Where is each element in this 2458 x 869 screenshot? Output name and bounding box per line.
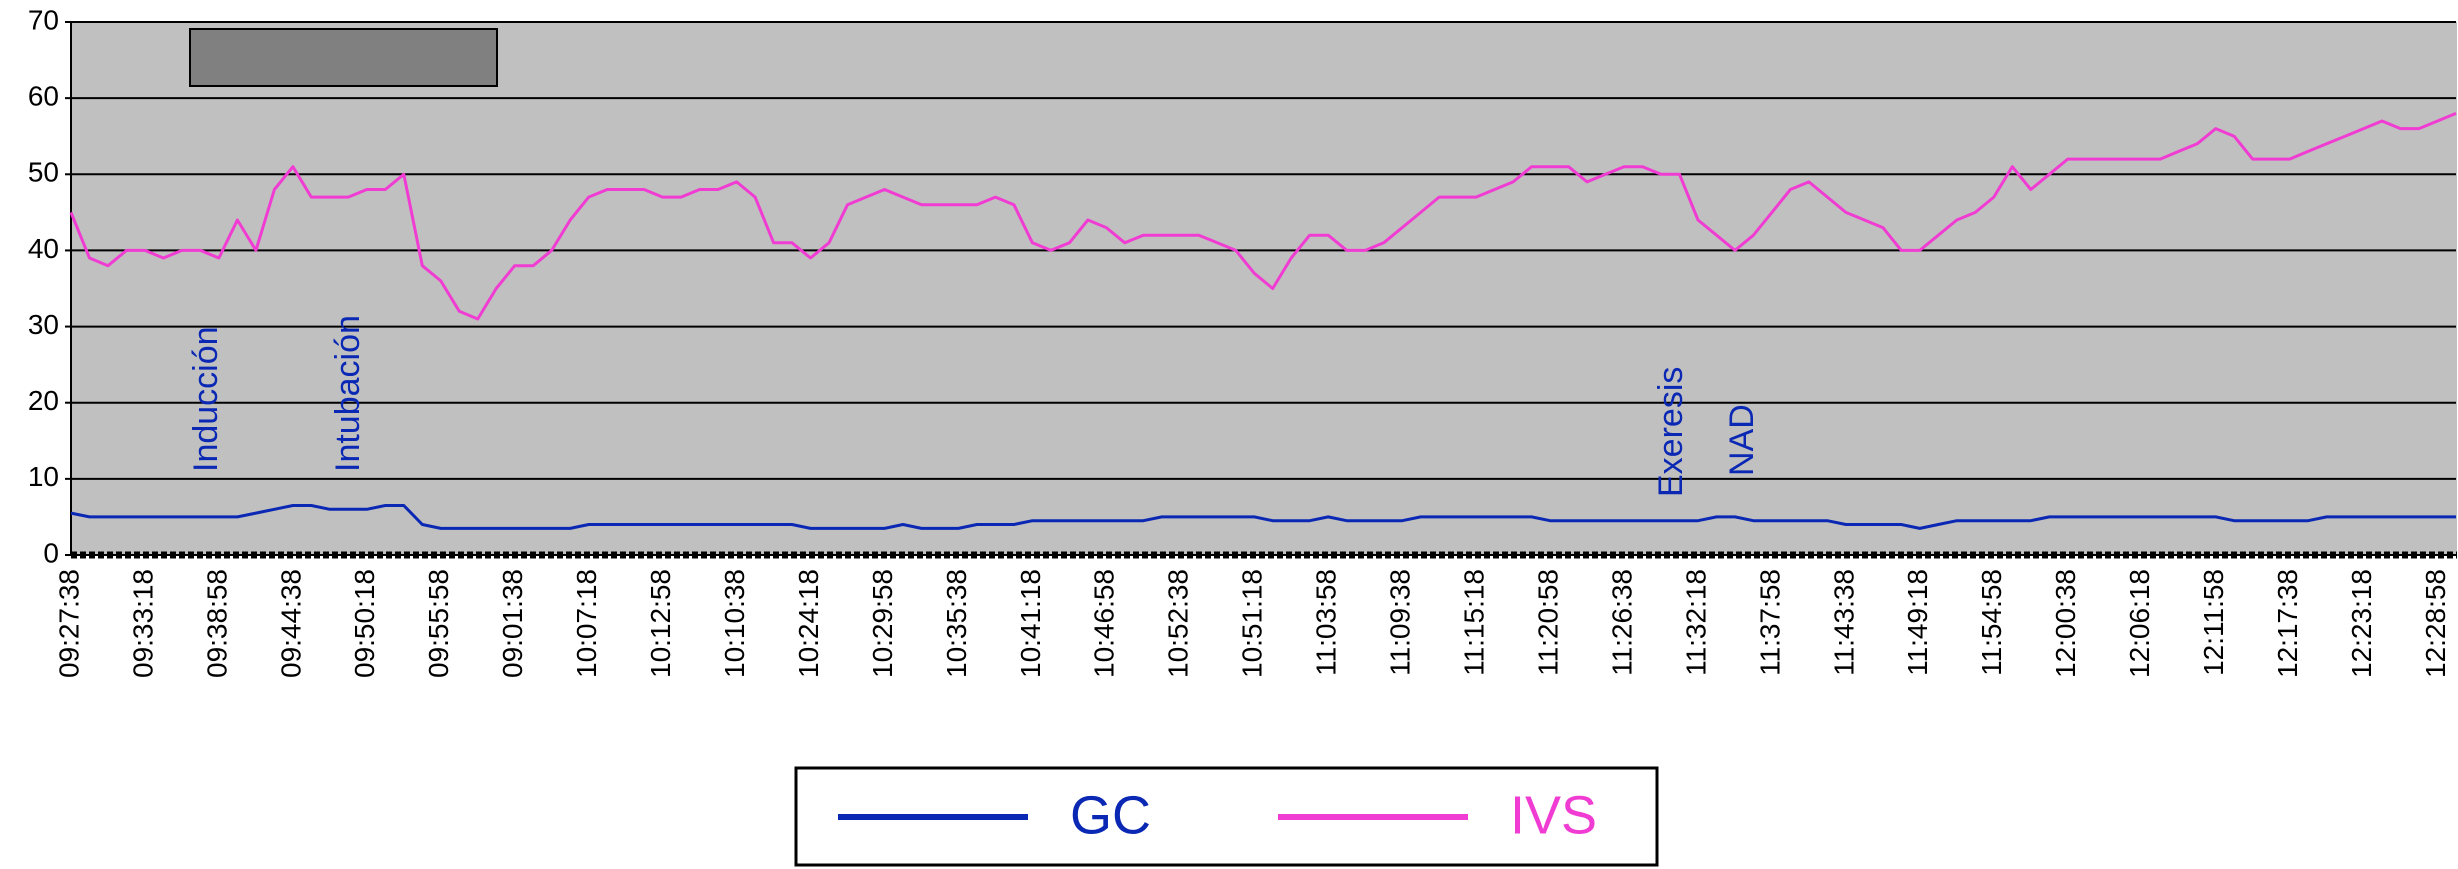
x-tick-label: 12:17:38 [2272,569,2303,678]
x-tick-label: 11:26:38 [1606,569,1637,676]
empty-box [189,28,498,87]
x-tick-label: 09:33:18 [127,569,158,678]
x-tick-label: 09:55:58 [423,569,454,678]
y-tick-label: 20 [28,385,59,416]
x-tick-label: 09:01:38 [497,569,528,678]
x-tick-label: 10:46:58 [1089,569,1120,678]
x-tick-label: 09:38:58 [201,569,232,678]
x-tick-label: 10:24:18 [793,569,824,678]
x-tick-label: 11:37:58 [1754,569,1785,676]
x-tick-label: 10:10:38 [719,569,750,678]
y-tick-label: 60 [28,81,59,112]
legend-label: IVS [1510,785,1597,845]
x-tick-label: 12:11:58 [2198,569,2229,676]
x-tick-label: 12:23:18 [2346,569,2377,678]
annotation: Exeresis [1652,367,1690,497]
x-tick-label: 11:15:18 [1459,569,1490,676]
y-tick-label: 50 [28,157,59,188]
legend-label: GC [1070,785,1151,845]
series-line [70,504,2456,530]
x-tick-label: 10:07:18 [571,569,602,678]
x-tick-label: 10:51:18 [1237,569,1268,678]
y-tick-label: 30 [28,309,59,340]
x-tick-label: 11:03:58 [1311,569,1342,676]
x-tick-label: 10:29:58 [867,569,898,678]
x-tick-label: 11:43:38 [1828,569,1859,676]
y-tick-label: 0 [43,537,59,568]
x-tick-label: 10:52:38 [1163,569,1194,678]
x-tick-label: 09:27:38 [53,569,84,678]
y-tick-label: 10 [28,461,59,492]
x-tick-label: 10:35:38 [941,569,972,678]
x-tick-label: 10:12:58 [645,569,676,678]
y-tick-label: 40 [28,233,59,264]
annotation: Inducción [187,326,225,472]
x-tick-label: 09:50:18 [349,569,380,678]
x-tick-label: 11:20:58 [1532,569,1563,676]
y-tick-label: 70 [28,4,59,35]
x-tick-label: 12:06:18 [2124,569,2155,678]
annotation: Intubación [329,315,367,472]
x-tick-label: 11:09:38 [1385,569,1416,676]
x-tick-label: 12:28:58 [2420,569,2451,678]
x-tick-label: 11:54:58 [1976,569,2007,676]
x-tick-label: 12:00:38 [2050,569,2081,678]
x-tick-label: 09:44:38 [275,569,306,678]
x-tick-label: 10:41:18 [1015,569,1046,678]
x-tick-label: 11:49:18 [1902,569,1933,676]
plot-area [71,22,2457,555]
x-tick-label: 11:32:18 [1680,569,1711,676]
series-line [69,112,2457,321]
annotation: NAD [1723,404,1761,476]
